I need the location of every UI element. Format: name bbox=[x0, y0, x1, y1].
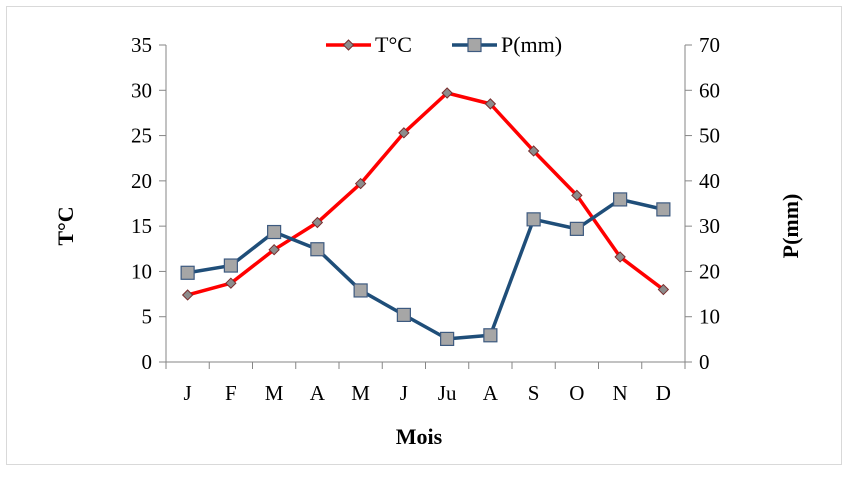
left-axis-ticks: 0 5 10 15 20 25 30 35 bbox=[131, 33, 166, 374]
data-point-marker bbox=[181, 289, 194, 301]
data-point-marker bbox=[569, 221, 584, 236]
left-tick-label: 15 bbox=[131, 214, 152, 238]
data-point-marker bbox=[614, 251, 626, 263]
x-tick-label: O bbox=[569, 381, 584, 405]
series-line bbox=[187, 91, 665, 297]
x-axis-ticks: J F M A M J Ju A S O N D bbox=[165, 362, 686, 405]
data-point-marker bbox=[656, 202, 671, 217]
data-point-marker bbox=[353, 283, 368, 298]
x-tick-label: J bbox=[400, 381, 408, 405]
x-axis-title: Mois bbox=[396, 424, 443, 449]
x-tick-label: M bbox=[265, 381, 284, 405]
data-point-marker bbox=[354, 177, 367, 190]
left-tick-label: 5 bbox=[142, 305, 153, 329]
left-tick-label: 30 bbox=[131, 78, 152, 102]
x-tick-label: D bbox=[656, 381, 671, 405]
x-tick-label: A bbox=[483, 381, 499, 405]
x-tick-label: J bbox=[184, 381, 192, 405]
data-point-marker bbox=[267, 224, 282, 240]
x-tick-label: N bbox=[613, 381, 628, 405]
right-tick-label: 60 bbox=[699, 78, 720, 102]
data-point-marker bbox=[396, 307, 411, 323]
data-point-marker bbox=[483, 328, 498, 343]
data-point-marker bbox=[223, 258, 238, 273]
legend-label: P(mm) bbox=[501, 32, 562, 57]
data-point-marker bbox=[311, 216, 324, 229]
x-tick-label: Ju bbox=[438, 381, 457, 405]
axes-group bbox=[165, 45, 686, 363]
right-tick-label: 40 bbox=[699, 169, 720, 193]
x-tick-label: F bbox=[225, 381, 237, 405]
legend-marker bbox=[342, 39, 355, 51]
data-point-marker bbox=[268, 243, 280, 256]
data-point-marker bbox=[613, 192, 628, 207]
chart-frame bbox=[6, 6, 842, 465]
legend: T°C P(mm) bbox=[326, 32, 562, 57]
left-tick-label: 10 bbox=[131, 259, 152, 283]
right-tick-label: 30 bbox=[699, 214, 720, 238]
right-tick-label: 10 bbox=[699, 305, 720, 329]
left-tick-label: 0 bbox=[142, 350, 153, 374]
data-point-marker bbox=[441, 87, 453, 99]
data-point-marker bbox=[526, 212, 541, 227]
data-point-marker bbox=[571, 189, 583, 202]
series-2 bbox=[180, 192, 671, 347]
data-point-marker bbox=[527, 145, 540, 157]
legend-label: T°C bbox=[375, 32, 412, 57]
x-tick-label: M bbox=[351, 381, 370, 405]
x-tick-label: A bbox=[310, 381, 326, 405]
series-layer bbox=[180, 87, 671, 347]
series-1 bbox=[181, 87, 670, 301]
data-point-marker bbox=[398, 127, 410, 139]
right-tick-label: 0 bbox=[699, 350, 710, 374]
y2-axis-title: P(mm) bbox=[778, 194, 803, 259]
left-tick-label: 20 bbox=[131, 169, 152, 193]
data-point-marker bbox=[225, 277, 237, 289]
data-point-marker bbox=[180, 265, 195, 280]
x-tick-label: S bbox=[528, 381, 540, 405]
right-tick-label: 50 bbox=[699, 124, 720, 148]
right-axis-ticks: 0 10 20 30 40 50 60 70 bbox=[685, 33, 720, 374]
y-axis-title: T°C bbox=[53, 206, 78, 245]
series-line bbox=[187, 197, 664, 341]
left-tick-label: 35 bbox=[131, 33, 152, 57]
data-point-marker bbox=[440, 331, 455, 347]
data-point-marker bbox=[484, 98, 497, 110]
left-tick-label: 25 bbox=[131, 124, 152, 148]
right-tick-label: 20 bbox=[699, 259, 720, 283]
right-tick-label: 70 bbox=[699, 33, 720, 57]
legend-marker bbox=[467, 37, 482, 53]
data-point-marker bbox=[310, 242, 325, 257]
data-point-marker bbox=[657, 283, 670, 296]
